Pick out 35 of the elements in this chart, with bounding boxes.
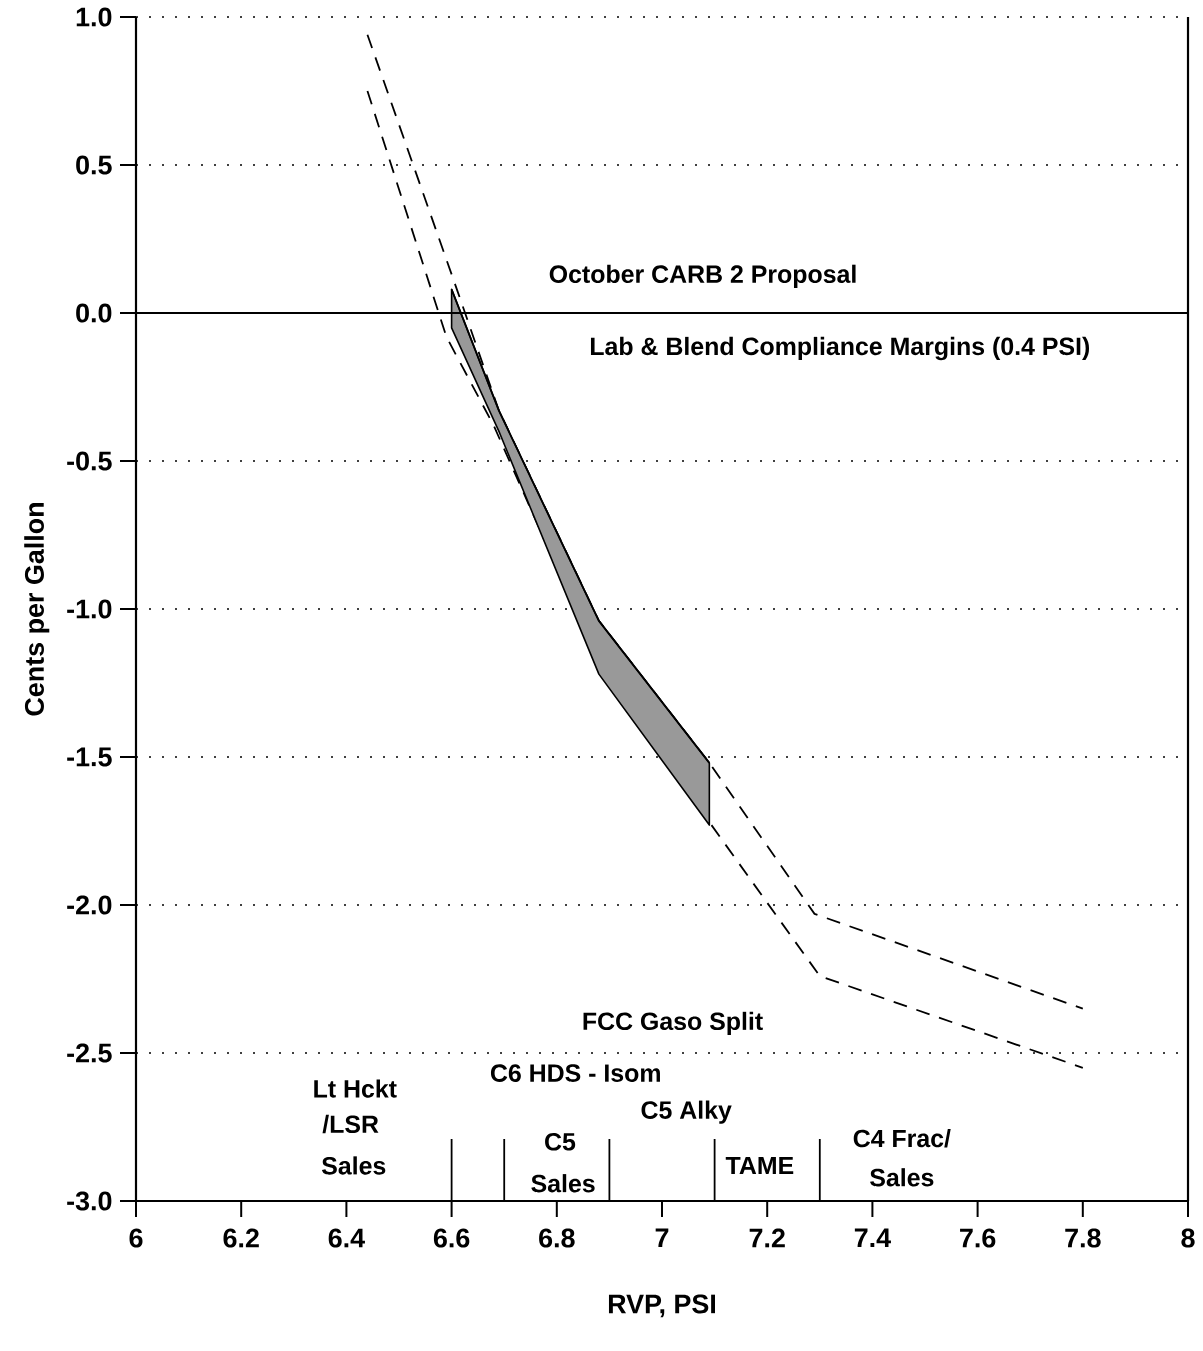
annotation: Sales [870, 1168, 934, 1187]
x-tick-label: 6 [129, 1228, 143, 1248]
x-tick-label: 7.6 [960, 1228, 996, 1248]
x-tick-label: 6.2 [223, 1228, 259, 1248]
y-tick-label: -2.0 [67, 895, 112, 915]
x-axis-title: RVP, PSI [608, 1294, 716, 1318]
annotation: TAME [725, 1156, 794, 1175]
y-tick-label: -1.0 [67, 599, 112, 619]
annotation: C5 [545, 1132, 576, 1151]
y-tick-label: -0.5 [67, 451, 112, 471]
y-tick-label: 1.0 [76, 7, 112, 27]
annotation: Sales [531, 1174, 595, 1193]
x-tick-label: 7.4 [854, 1228, 891, 1248]
x-tick-label: 6.6 [433, 1228, 470, 1248]
annotation: C4 Frac/ [853, 1128, 951, 1148]
x-tick-label: 8 [1181, 1228, 1195, 1248]
annotation: Sales [321, 1156, 386, 1175]
y-tick-label: -2.5 [67, 1043, 112, 1063]
annotation: Lt Hckt [314, 1079, 397, 1098]
annotation: FCC Gaso Split [583, 1011, 763, 1036]
annotation: October CARB 2 Proposal [549, 264, 856, 288]
y-tick-label: -1.5 [67, 747, 112, 767]
x-tick-label: 6.8 [539, 1228, 575, 1248]
x-tick-label: 7.8 [1065, 1228, 1101, 1248]
y-tick-label: 0.0 [76, 303, 112, 323]
y-tick-label: -3.0 [67, 1191, 112, 1211]
y-tick-label: 0.5 [76, 155, 112, 175]
annotation: C5 Alky [641, 1100, 732, 1124]
annotation: /LSR [322, 1114, 379, 1134]
y-axis-title: Cents per Gallon [24, 503, 50, 716]
annotation: Lab & Blend Compliance Margins (0.4 PSI) [590, 336, 1090, 361]
x-tick-label: 7.2 [749, 1228, 785, 1248]
annotation: C6 HDS - Isom [490, 1064, 660, 1082]
x-tick-label: 7 [655, 1228, 669, 1248]
x-tick-label: 6.4 [328, 1228, 365, 1248]
